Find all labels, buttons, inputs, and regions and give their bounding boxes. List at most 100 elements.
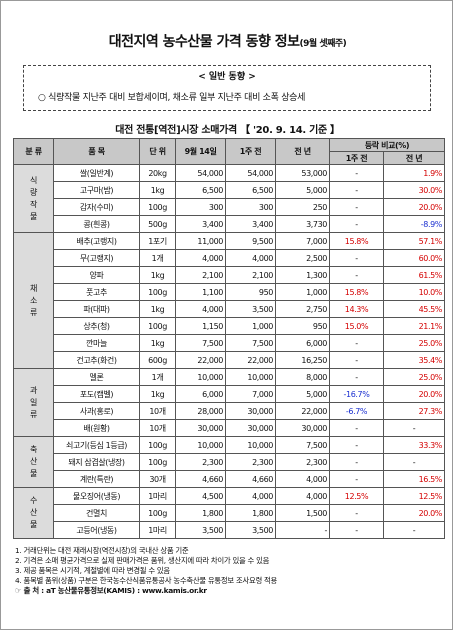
current-price-cell: 2,100 bbox=[175, 266, 226, 284]
title-sub: (9월 셋째주) bbox=[299, 39, 347, 49]
table-row: 감자(수미) 100g 300 300 250-20.0% bbox=[14, 198, 446, 216]
week-ago-price-cell: 10,000 bbox=[225, 368, 276, 386]
title-main: 대전지역 농수산물 가격 동향 정보 bbox=[108, 34, 300, 50]
year-ago-price-cell: 1,000 bbox=[275, 283, 330, 301]
week-ago-price-cell: 2,100 bbox=[225, 266, 276, 284]
current-price-cell: 3,500 bbox=[175, 521, 226, 539]
item-cell: 물오징어(냉동) bbox=[53, 487, 140, 505]
compare-week-cell: 12.5% bbox=[329, 487, 384, 505]
item-cell: 건멸치 bbox=[53, 504, 140, 522]
week-ago-price-cell: 2,300 bbox=[225, 453, 276, 471]
unit-cell: 1kg bbox=[139, 266, 176, 284]
current-price-cell: 54,000 bbox=[175, 164, 226, 182]
week-ago-price-cell: 7,500 bbox=[225, 334, 276, 352]
year-ago-price-cell: 5,000 bbox=[275, 181, 330, 199]
header-category: 분 류 bbox=[13, 138, 54, 165]
unit-cell: 1개 bbox=[139, 368, 176, 386]
compare-year-cell: 60.0% bbox=[382, 249, 446, 267]
compare-year-cell: 30.0% bbox=[382, 181, 446, 199]
table-body: 식 량 작 물 쌀(일반계) 20kg 54,000 54,000 53,000-1.9% 고구마… bbox=[13, 164, 446, 539]
unit-cell: 100g bbox=[139, 283, 176, 301]
compare-week-cell: -6.7% bbox=[329, 402, 384, 420]
week-ago-price-cell: 3,500 bbox=[225, 521, 276, 539]
year-ago-price-cell: 3,730 bbox=[275, 215, 330, 233]
week-ago-price-cell: 22,000 bbox=[225, 351, 276, 369]
item-cell: 깐마늘 bbox=[53, 334, 140, 352]
price-table: 분 류 품 목 단 위 9월 14일 1주 전 전 년 등락 비교(%) 1주 … bbox=[13, 138, 446, 539]
item-cell: 계란(특란) bbox=[53, 470, 140, 488]
year-ago-price-cell: 4,000 bbox=[275, 487, 330, 505]
year-ago-price-cell: 7,000 bbox=[275, 232, 330, 250]
compare-week-cell: - bbox=[329, 504, 384, 522]
unit-cell: 1kg bbox=[139, 385, 176, 403]
year-ago-price-cell: 7,500 bbox=[275, 436, 330, 454]
week-ago-price-cell: 7,000 bbox=[225, 385, 276, 403]
year-ago-price-cell: 16,250 bbox=[275, 351, 330, 369]
unit-cell: 1kg bbox=[139, 334, 176, 352]
item-cell: 멜론 bbox=[53, 368, 140, 386]
week-ago-price-cell: 300 bbox=[225, 198, 276, 216]
week-ago-price-cell: 54,000 bbox=[225, 164, 276, 182]
note-3: 3. 제공 품목은 시기적, 계절별에 따라 변경될 수 있음 bbox=[15, 566, 170, 575]
item-cell: 고등어(냉동) bbox=[53, 521, 140, 539]
item-cell: 사과(홍로) bbox=[53, 402, 140, 420]
table-row: 콩(흰콩) 500g 3,400 3,400 3,730- -8.9% bbox=[14, 215, 446, 233]
current-price-cell: 4,000 bbox=[175, 300, 226, 318]
table-row: 깐마늘 1kg 7,500 7,500 6,000-25.0% bbox=[14, 334, 446, 352]
compare-year-cell: 27.3% bbox=[382, 402, 446, 420]
compare-year-cell: - bbox=[382, 521, 446, 539]
compare-year-cell: 33.3% bbox=[382, 436, 446, 454]
year-ago-price-cell: 250 bbox=[275, 198, 330, 216]
compare-year-cell: 61.5% bbox=[382, 266, 446, 284]
compare-year-cell: 25.0% bbox=[382, 334, 446, 352]
week-ago-price-cell: 6,500 bbox=[225, 181, 276, 199]
week-ago-price-cell: 4,000 bbox=[225, 249, 276, 267]
compare-week-cell: - bbox=[329, 215, 384, 233]
unit-cell: 1마리 bbox=[139, 487, 176, 505]
compare-week-cell: 14.3% bbox=[329, 300, 384, 318]
compare-year-cell: 12.5% bbox=[382, 487, 446, 505]
unit-cell: 20kg bbox=[139, 164, 176, 182]
table-row: 건고추(화건) 600g 22,000 22,000 16,250-35.4% bbox=[14, 351, 446, 369]
compare-year-cell: 45.5% bbox=[382, 300, 446, 318]
current-price-cell: 30,000 bbox=[175, 419, 226, 437]
compare-week-cell: - bbox=[329, 164, 384, 182]
compare-year-cell: -8.9% bbox=[382, 215, 446, 233]
unit-cell: 10개 bbox=[139, 419, 176, 437]
item-cell: 파(대파) bbox=[53, 300, 140, 318]
table-row: 돼지 삼겹살(냉장) 100g 2,300 2,300 2,300- - bbox=[14, 453, 446, 471]
week-ago-price-cell: 3,400 bbox=[225, 215, 276, 233]
table-row: 상추(청) 100g 1,150 1,000 950 15.0% 21.1% bbox=[14, 317, 446, 335]
table-row: 사과(홍로) 10개 28,000 30,000 22,000 -6.7% 27.3% bbox=[14, 402, 446, 420]
compare-week-cell: - bbox=[329, 521, 384, 539]
unit-cell: 1개 bbox=[139, 249, 176, 267]
unit-cell: 10개 bbox=[139, 402, 176, 420]
item-cell: 돼지 삼겹살(냉장) bbox=[53, 453, 140, 471]
week-ago-price-cell: 10,000 bbox=[225, 436, 276, 454]
current-price-cell: 3,400 bbox=[175, 215, 226, 233]
unit-cell: 1kg bbox=[139, 300, 176, 318]
week-ago-price-cell: 9,500 bbox=[225, 232, 276, 250]
unit-cell: 1포기 bbox=[139, 232, 176, 250]
compare-year-cell: 35.4% bbox=[382, 351, 446, 369]
compare-week-cell: - bbox=[329, 368, 384, 386]
year-ago-price-cell: - bbox=[275, 521, 330, 539]
week-ago-price-cell: 30,000 bbox=[225, 402, 276, 420]
item-cell: 건고추(화건) bbox=[53, 351, 140, 369]
table-row: 양파 1kg 2,100 2,100 1,300-61.5% bbox=[14, 266, 446, 284]
year-ago-price-cell: 22,000 bbox=[275, 402, 330, 420]
compare-week-cell: - bbox=[329, 334, 384, 352]
unit-cell: 30개 bbox=[139, 470, 176, 488]
year-ago-price-cell: 950 bbox=[275, 317, 330, 335]
header-current: 9월 14일 bbox=[175, 138, 226, 165]
compare-year-cell: - bbox=[382, 453, 446, 471]
table-row: 건멸치 100g 1,800 1,800 1,500-20.0% bbox=[14, 504, 446, 522]
item-cell: 고구마(밤) bbox=[53, 181, 140, 199]
compare-week-cell: - bbox=[329, 351, 384, 369]
compare-year-cell: 57.1% bbox=[382, 232, 446, 250]
year-ago-price-cell: 53,000 bbox=[275, 164, 330, 182]
unit-cell: 100g bbox=[139, 436, 176, 454]
